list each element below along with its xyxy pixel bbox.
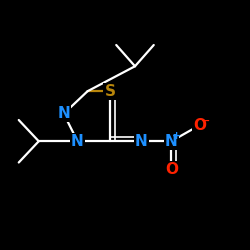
- Text: N: N: [58, 106, 70, 121]
- Text: N: N: [165, 134, 177, 149]
- Text: −: −: [201, 116, 210, 126]
- Text: +: +: [172, 131, 182, 141]
- Text: N: N: [135, 134, 147, 149]
- Text: S: S: [104, 84, 116, 99]
- Text: N: N: [71, 134, 84, 149]
- Text: O: O: [194, 118, 206, 132]
- Text: O: O: [165, 162, 178, 178]
